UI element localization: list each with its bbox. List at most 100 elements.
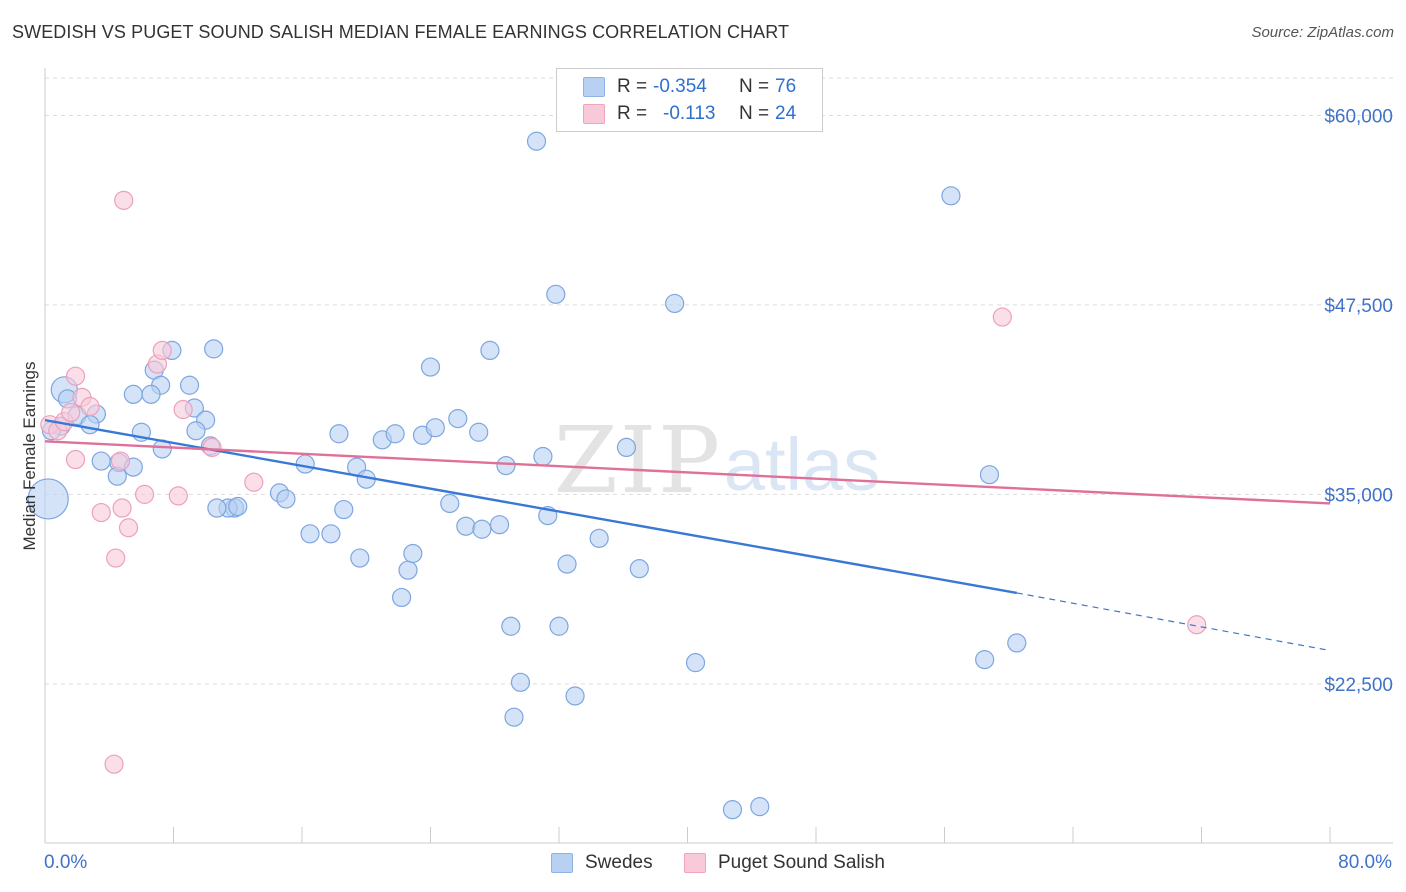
point-puget-sound-salish [80, 396, 100, 417]
point-swedes [480, 340, 500, 361]
legend-row-swedes: R = -0.354 N = 76 [583, 74, 796, 100]
point-swedes [334, 499, 354, 520]
point-swedes [228, 496, 248, 517]
point-swedes [979, 465, 1000, 485]
point-swedes [549, 616, 569, 636]
legend-n-label: N = [739, 76, 770, 97]
legend-n-label: N = [739, 103, 770, 124]
point-swedes [350, 548, 370, 568]
legend-swatch-puget [583, 104, 605, 124]
x-tick-label-min: 0.0% [44, 852, 88, 873]
y-tick-label: $47,500 [1324, 296, 1393, 317]
point-puget-sound-salish [992, 307, 1012, 327]
point-puget-sound-salish [173, 399, 193, 420]
axes [44, 68, 1393, 844]
point-puget-sound-salish [112, 498, 132, 518]
point-swedes [557, 554, 577, 574]
watermark-zip: ZIP [554, 407, 722, 514]
point-puget-sound-salish [65, 366, 86, 386]
point-swedes [565, 686, 585, 706]
point-swedes [91, 451, 111, 471]
point-swedes [510, 672, 531, 692]
point-swedes [391, 587, 412, 608]
point-swedes [472, 519, 492, 539]
point-swedes [398, 560, 418, 580]
point-swedes [300, 524, 320, 544]
point-swedes [385, 424, 405, 444]
legend-n-value: 76 [775, 76, 797, 97]
point-puget-sound-salish [104, 754, 124, 774]
point-swedes [80, 415, 100, 435]
point-swedes [204, 339, 224, 359]
watermark: ZIP atlas [554, 407, 880, 514]
point-swedes [321, 524, 341, 544]
point-swedes [207, 498, 227, 518]
point-swedes [533, 446, 553, 467]
point-swedes [975, 650, 995, 670]
y-tick-label: $60,000 [1324, 106, 1393, 127]
point-puget-sound-salish [168, 486, 188, 506]
point-puget-sound-salish [152, 340, 172, 361]
point-swedes [141, 384, 161, 404]
point-swedes [425, 418, 445, 438]
source-label: Source: ZipAtlas.com [1251, 24, 1394, 41]
gridlines [45, 77, 1393, 685]
point-swedes [448, 409, 468, 429]
point-swedes [1007, 633, 1027, 653]
y-tick-labels: $22,500 $35,000 $47,500 $60,000 [1324, 106, 1393, 695]
trend-line-puget-sound-salish [44, 440, 1331, 505]
y-tick-label: $35,000 [1324, 485, 1393, 506]
legend-r-label: R = [617, 103, 648, 124]
point-puget-sound-salish [106, 548, 126, 568]
point-swedes [504, 707, 524, 727]
chart-title: SWEDISH VS PUGET SOUND SALISH MEDIAN FEM… [12, 22, 790, 42]
series-legend-swedes: Swedes [551, 852, 653, 874]
point-swedes [546, 284, 566, 304]
data-points [27, 131, 1207, 820]
point-puget-sound-salish [91, 502, 111, 523]
series-swatch-swedes [551, 853, 573, 873]
correlation-legend: R = -0.354 N = 76 R = -0.113 N = 24 [556, 68, 823, 132]
point-puget-sound-salish [134, 484, 155, 504]
series-legend-puget: Puget Sound Salish [684, 852, 885, 874]
point-swedes [526, 131, 547, 151]
point-swedes [501, 616, 521, 636]
legend-swatch-swedes [583, 77, 605, 97]
point-swedes [179, 375, 200, 395]
watermark-atlas: atlas [724, 423, 880, 506]
point-swedes [489, 515, 510, 535]
series-legend-label: Swedes [585, 852, 653, 873]
legend-row-puget: R = -0.113 N = 24 [583, 101, 796, 127]
point-swedes [665, 293, 685, 314]
point-puget-sound-salish [118, 518, 139, 538]
point-swedes [589, 528, 609, 548]
point-puget-sound-salish [110, 451, 131, 471]
point-swedes [276, 489, 296, 509]
point-puget-sound-salish [1187, 615, 1207, 635]
point-puget-sound-salish [244, 472, 264, 492]
trend-lines [44, 418, 1331, 652]
point-swedes [685, 653, 706, 673]
y-tick-label: $22,500 [1324, 675, 1393, 696]
point-swedes [329, 424, 349, 444]
point-swedes [440, 493, 460, 514]
x-tick-label-max: 80.0% [1338, 852, 1392, 873]
point-swedes [941, 186, 961, 206]
point-swedes [186, 421, 206, 441]
point-swedes [722, 800, 743, 820]
point-swedes [456, 516, 476, 536]
point-swedes [469, 422, 489, 442]
point-swedes [750, 797, 770, 817]
series-legend: Swedes Puget Sound Salish [0, 852, 1406, 878]
legend-r-value: -0.113 [663, 103, 716, 124]
point-swedes [496, 455, 516, 476]
point-swedes [123, 384, 143, 404]
point-puget-sound-salish [114, 190, 134, 210]
point-swedes [629, 559, 649, 579]
point-puget-sound-salish [65, 449, 86, 470]
point-swedes [403, 543, 423, 564]
point-swedes [616, 437, 637, 458]
point-swedes [27, 478, 69, 520]
series-legend-label: Puget Sound Salish [718, 852, 885, 873]
legend-r-label: R = [617, 76, 648, 97]
